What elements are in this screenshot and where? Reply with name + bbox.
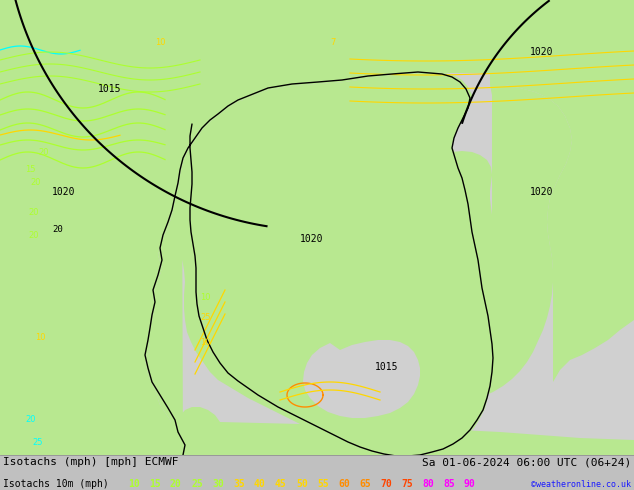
Text: 20: 20 <box>52 225 63 234</box>
Text: 1015: 1015 <box>98 84 122 94</box>
Text: 1020: 1020 <box>530 187 553 197</box>
Text: 10: 10 <box>155 38 165 47</box>
Polygon shape <box>0 422 634 490</box>
Text: 20: 20 <box>28 231 39 240</box>
Text: 20: 20 <box>28 208 39 217</box>
Text: 40: 40 <box>254 479 266 489</box>
Polygon shape <box>368 85 572 403</box>
Text: 90: 90 <box>464 479 476 489</box>
Text: 1020: 1020 <box>52 187 75 197</box>
Text: 10: 10 <box>200 293 210 302</box>
Text: 10: 10 <box>35 333 46 342</box>
Polygon shape <box>0 0 634 455</box>
Text: 10: 10 <box>128 479 139 489</box>
Text: 20: 20 <box>25 415 36 424</box>
Text: Isotachs (mph) [mph] ECMWF: Isotachs (mph) [mph] ECMWF <box>3 457 179 467</box>
Text: 15: 15 <box>25 165 36 174</box>
Polygon shape <box>303 340 420 418</box>
Text: 20: 20 <box>170 479 182 489</box>
Text: 60: 60 <box>338 479 350 489</box>
Text: 35: 35 <box>233 479 245 489</box>
Text: 20: 20 <box>38 148 48 157</box>
Text: 25: 25 <box>200 313 210 322</box>
Text: 25: 25 <box>191 479 203 489</box>
Text: 70: 70 <box>380 479 392 489</box>
Text: 25: 25 <box>32 438 42 447</box>
Text: 15: 15 <box>149 479 161 489</box>
Text: 7: 7 <box>330 38 335 47</box>
Bar <box>0 455 634 490</box>
Text: 1015: 1015 <box>375 362 399 372</box>
Text: 10: 10 <box>200 338 210 347</box>
Text: 50: 50 <box>296 479 307 489</box>
Text: 1020: 1020 <box>300 234 323 244</box>
Text: 30: 30 <box>212 479 224 489</box>
Text: 55: 55 <box>317 479 329 489</box>
Text: 80: 80 <box>422 479 434 489</box>
Text: 45: 45 <box>275 479 287 489</box>
Text: 20: 20 <box>30 178 41 187</box>
Polygon shape <box>145 72 493 457</box>
Text: Isotachs 10m (mph): Isotachs 10m (mph) <box>3 479 109 489</box>
Text: 1020: 1020 <box>530 47 553 57</box>
Polygon shape <box>178 407 222 455</box>
Text: 65: 65 <box>359 479 371 489</box>
Text: 85: 85 <box>443 479 455 489</box>
Text: 75: 75 <box>401 479 413 489</box>
Text: ©weatheronline.co.uk: ©weatheronline.co.uk <box>531 480 631 489</box>
Text: Sa 01-06-2024 06:00 UTC (06+24): Sa 01-06-2024 06:00 UTC (06+24) <box>422 457 631 467</box>
